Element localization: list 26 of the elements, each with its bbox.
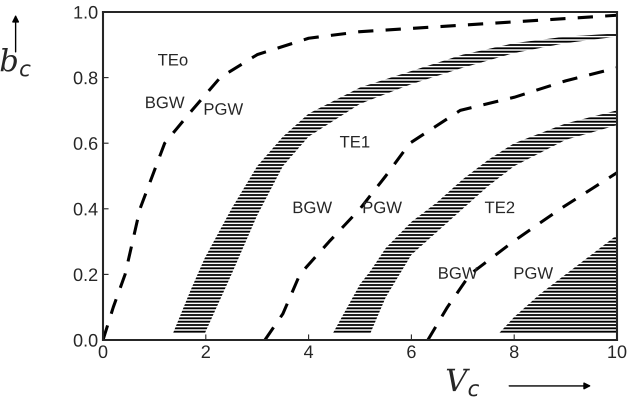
line-series [263, 66, 617, 340]
annotation: PGW [364, 201, 402, 214]
y-tick-label: 0.2 [74, 268, 98, 282]
x-tick-label: 10 [608, 345, 626, 358]
x-tick-label: 4 [304, 346, 314, 358]
y-tick-label: 0.4 [74, 202, 98, 216]
annotation: TEo [158, 54, 188, 66]
annotation: BGW [439, 267, 478, 279]
annotation: TE1 [340, 136, 370, 148]
annotation: BGW [294, 201, 332, 214]
x-tick-label: 2 [202, 345, 210, 358]
x-tick-label: 0 [98, 345, 108, 358]
x-axis-title: V$_{c}$ [446, 368, 480, 396]
annotation: PGW [204, 103, 244, 115]
x-tick-label: 6 [407, 345, 416, 358]
y-tick-label: 0.0 [74, 334, 98, 347]
line-series [103, 14, 617, 340]
line-series [426, 171, 617, 340]
y-tick-label: 0.8 [74, 72, 98, 84]
y-tick-label: 1.0 [74, 6, 98, 19]
annotation: BGW [146, 96, 185, 108]
x-tick-label: 8 [510, 345, 518, 358]
y-axis-title: b$_{c}$ [0, 48, 31, 77]
y-tick-label: 0.6 [74, 137, 98, 150]
annotation: PGW [514, 267, 554, 279]
annotation: TE2 [484, 201, 514, 214]
